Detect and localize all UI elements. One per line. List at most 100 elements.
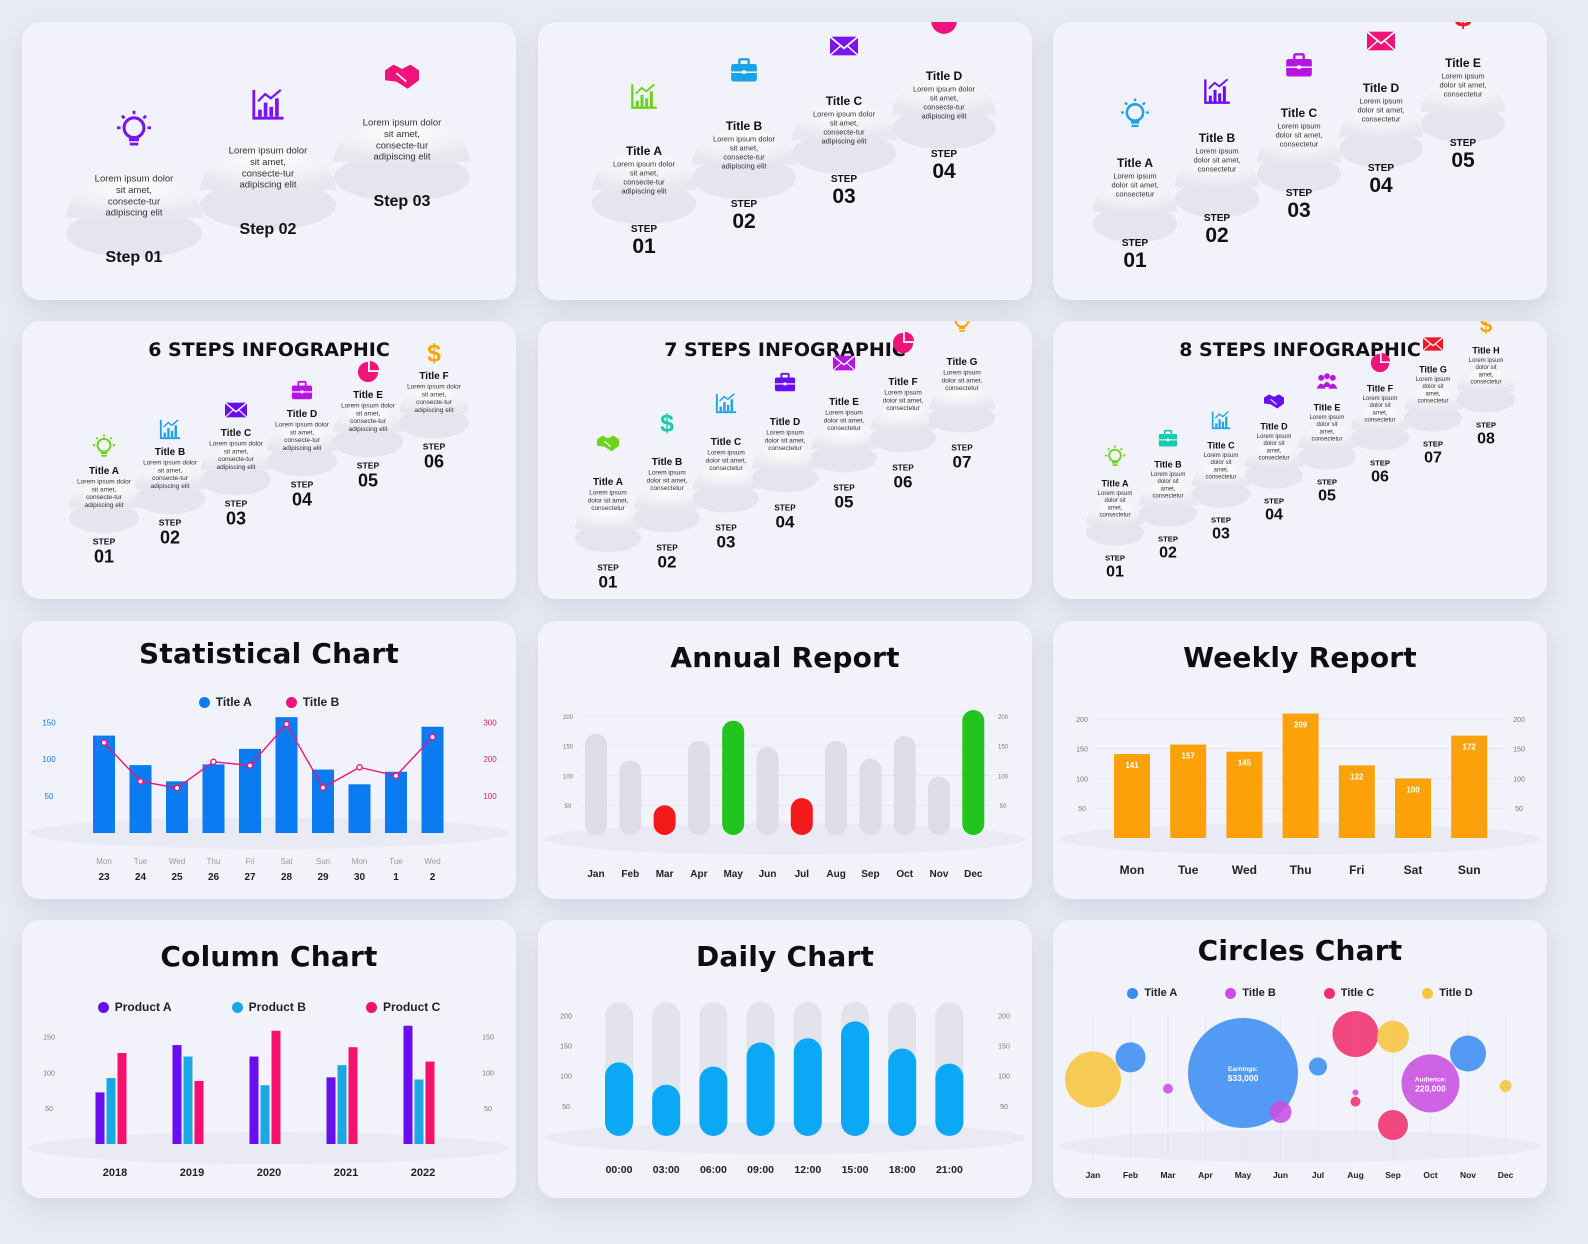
step-number: 04 — [776, 513, 795, 532]
step-dome — [752, 443, 818, 469]
bar — [95, 1092, 105, 1144]
step-dome — [1351, 405, 1409, 429]
step-text: dolor sit amet, — [706, 457, 747, 464]
step-word: STEP — [656, 544, 678, 553]
step-shadow — [692, 157, 796, 200]
step-text: consecte-tur — [152, 475, 189, 482]
step-title: Title A — [1101, 478, 1129, 488]
step-text: consecte-tur — [218, 456, 255, 463]
step-number: 01 — [632, 235, 656, 258]
x-tick-label: Oct — [1423, 1170, 1437, 1180]
bulb-icon — [92, 434, 116, 457]
x-tick-label-day: Sun — [316, 857, 330, 866]
bar — [166, 781, 188, 833]
bubble — [1401, 1054, 1460, 1113]
legend-dot — [1323, 987, 1335, 999]
x-tick-label: Wed — [1232, 863, 1257, 877]
bar — [239, 748, 261, 833]
step-word: STEP — [93, 537, 116, 547]
x-tick-label: 12:00 — [794, 1164, 821, 1176]
step-word: STEP — [1122, 238, 1149, 249]
step-shadow — [135, 483, 205, 515]
bar — [337, 1065, 347, 1144]
step-number: 02 — [1205, 224, 1228, 247]
step-text: Lorem ipsum — [766, 430, 804, 437]
bubble-value: 220,000 — [1415, 1083, 1446, 1093]
x-tick-label: 30 — [354, 872, 366, 883]
step-shadow — [201, 464, 271, 496]
y-tick-label-right: 200 — [1513, 717, 1525, 724]
bar — [403, 1025, 413, 1144]
x-tick-label: 25 — [171, 872, 183, 883]
y-tick-label-right: 50 — [1515, 806, 1523, 813]
y-tick-label: 150 — [563, 745, 574, 751]
step-dome — [333, 404, 403, 432]
steps-card-4: STEP 01 Title A Lorem ipsum dolor sit amet, c… — [538, 22, 1032, 300]
x-tick-label-day: Mon — [96, 857, 112, 866]
bar — [893, 736, 916, 835]
step-word: STEP — [631, 224, 658, 235]
step-text: amet, — [1213, 467, 1228, 473]
bar — [117, 1052, 127, 1144]
bar — [962, 709, 985, 835]
step-text: Lorem ipsum — [1441, 72, 1484, 81]
x-tick-label: Mar — [1160, 1170, 1176, 1180]
step-shadow — [892, 107, 996, 150]
steps-card-5: STEP 01 Title A Lorem ipsum dolor sit amet, c… — [1053, 22, 1547, 300]
step-text: adipiscing elit — [621, 187, 667, 196]
bulb-icon — [1121, 98, 1149, 128]
y-tick-label: 100 — [1076, 776, 1088, 783]
step-text: sit amet, — [224, 448, 249, 455]
step-text: Lorem ipsum — [1113, 172, 1156, 181]
circles-chart: Jan Feb Mar Apr May Jun Jul Aug Sep Oct Nov Dec Earn… — [1060, 1011, 1540, 1180]
handshake-icon — [1264, 394, 1284, 409]
line-point — [319, 784, 327, 791]
step-text: Lorem ipsum — [1277, 122, 1320, 131]
bar — [1282, 713, 1319, 838]
chart-floor — [29, 1132, 509, 1164]
bar — [348, 784, 371, 833]
step-text: dolor sit — [1369, 403, 1390, 409]
step-number: 01 — [599, 573, 618, 592]
step-text: Lorem ipsum dolor — [613, 160, 676, 169]
y-tick-label: 150 — [560, 1043, 572, 1050]
x-tick-label: Feb — [1123, 1170, 1138, 1180]
chart-legend: Product A Product B Product C — [22, 1000, 516, 1014]
bar — [93, 735, 115, 833]
step-text: consecte-tur — [416, 399, 453, 406]
step-text: consecte-tur — [376, 140, 428, 151]
x-tick-label-day: Wed — [169, 857, 185, 866]
step-word: STEP — [1368, 163, 1395, 174]
bar — [790, 798, 813, 835]
y-tick-label-right: 200 — [998, 1013, 1010, 1020]
step-word: STEP — [892, 464, 914, 473]
step-dome — [692, 127, 796, 165]
bar — [414, 1079, 424, 1144]
card-title: 7 STEPS INFOGRAPHIC — [664, 339, 906, 361]
briefcase-icon — [731, 58, 757, 82]
x-tick-label: 2021 — [334, 1167, 358, 1179]
step-text: adipiscing elit — [348, 426, 387, 433]
x-tick-label: Nov — [1460, 1170, 1476, 1180]
step-text: dolor sit amet, — [1193, 156, 1240, 165]
step-text: adipiscing elit — [821, 137, 867, 146]
step-number: 04 — [292, 490, 312, 510]
chart-legend: Title A Title B Title C Title D — [1053, 987, 1547, 999]
y-tick-label: 50 — [562, 1104, 570, 1111]
bar-value-label: 172 — [1463, 743, 1477, 752]
bubble-value: $33,000 — [1228, 1073, 1259, 1083]
step-shadow — [1457, 386, 1515, 413]
step-text: consectetur — [1258, 456, 1289, 462]
bar — [1170, 744, 1207, 838]
step-text: consecte-tur — [723, 153, 765, 162]
bulb-icon — [117, 110, 151, 146]
x-tick-label: Dec — [1498, 1170, 1514, 1180]
step-text: dolor sit amet, — [1275, 131, 1322, 140]
line-point — [283, 720, 290, 728]
step-text: adipiscing elit — [414, 407, 453, 414]
